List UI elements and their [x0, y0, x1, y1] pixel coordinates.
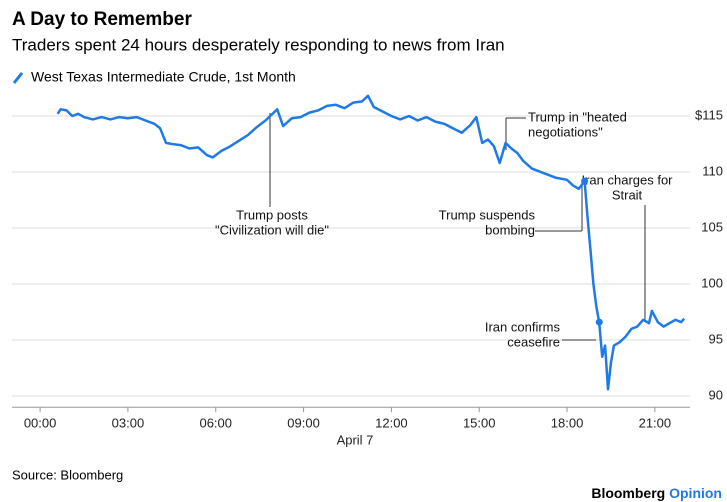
data-line	[56, 94, 686, 391]
annotation: Trump suspends	[439, 207, 536, 222]
annotation: Trump posts	[236, 207, 308, 222]
brand: Bloomberg Opinion	[591, 485, 722, 501]
y-tick-label: 90	[709, 387, 723, 402]
y-tick-label: 100	[701, 275, 723, 290]
chart-subtitle: Traders spent 24 hours desperately respo…	[12, 35, 505, 54]
legend-swatch	[12, 72, 24, 84]
annotation: "Civilization will die"	[215, 222, 329, 237]
annotation: bombing	[485, 222, 535, 237]
legend-label: West Texas Intermediate Crude, 1st Month	[31, 69, 296, 85]
annotation: Trump in "heated	[528, 109, 627, 124]
annotation: Iran charges for	[581, 172, 673, 187]
annotation: Strait	[612, 187, 643, 202]
x-tick-label: 21:00	[639, 416, 672, 431]
x-tick-label: 12:00	[375, 416, 408, 431]
chart-title: A Day to Remember	[12, 9, 192, 30]
x-tick-label: 00:00	[24, 416, 57, 431]
source: Source: Bloomberg	[12, 467, 123, 482]
annotation: Iran confirms	[485, 319, 561, 334]
y-tick-label: $115	[695, 107, 723, 122]
event-dot	[595, 318, 603, 326]
x-tick-label: 15:00	[463, 416, 496, 431]
x-tick-label: 03:00	[112, 416, 145, 431]
annotation: ceasefire	[507, 334, 560, 349]
y-tick-label: 110	[702, 163, 723, 178]
x-tick-label: 09:00	[287, 416, 320, 431]
brand-name: Bloomberg	[591, 485, 665, 501]
x-tick-label: 18:00	[551, 416, 584, 431]
annotation: negotiations"	[528, 124, 603, 139]
brand-section: Opinion	[669, 485, 722, 501]
x-tick-label: 06:00	[199, 416, 232, 431]
event-dot	[581, 177, 589, 185]
x-axis-label: April 7	[337, 432, 374, 447]
y-tick-label: 95	[709, 331, 723, 346]
y-tick-label: 105	[701, 219, 723, 234]
